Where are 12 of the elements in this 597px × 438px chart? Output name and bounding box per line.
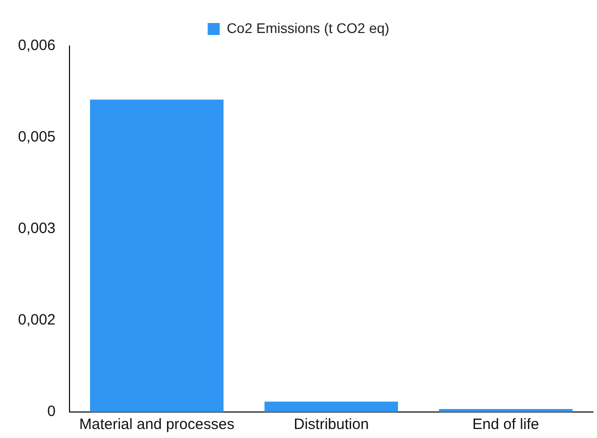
bar bbox=[264, 402, 398, 412]
x-tick-label: End of life bbox=[472, 416, 540, 434]
y-tick-label: 0,005 bbox=[18, 128, 56, 146]
x-tick-label: Distribution bbox=[294, 416, 369, 434]
y-tick-label: 0,003 bbox=[18, 220, 56, 238]
y-tick-label: 0,002 bbox=[18, 312, 56, 329]
legend-label: Co2 Emissions (t CO2 eq) bbox=[226, 20, 390, 36]
bar bbox=[90, 100, 224, 412]
y-tick-label: 0,006 bbox=[18, 37, 56, 54]
y-tick-label: 0 bbox=[47, 403, 56, 420]
x-tick-label: Material and processes bbox=[79, 416, 234, 434]
bar bbox=[439, 408, 572, 412]
